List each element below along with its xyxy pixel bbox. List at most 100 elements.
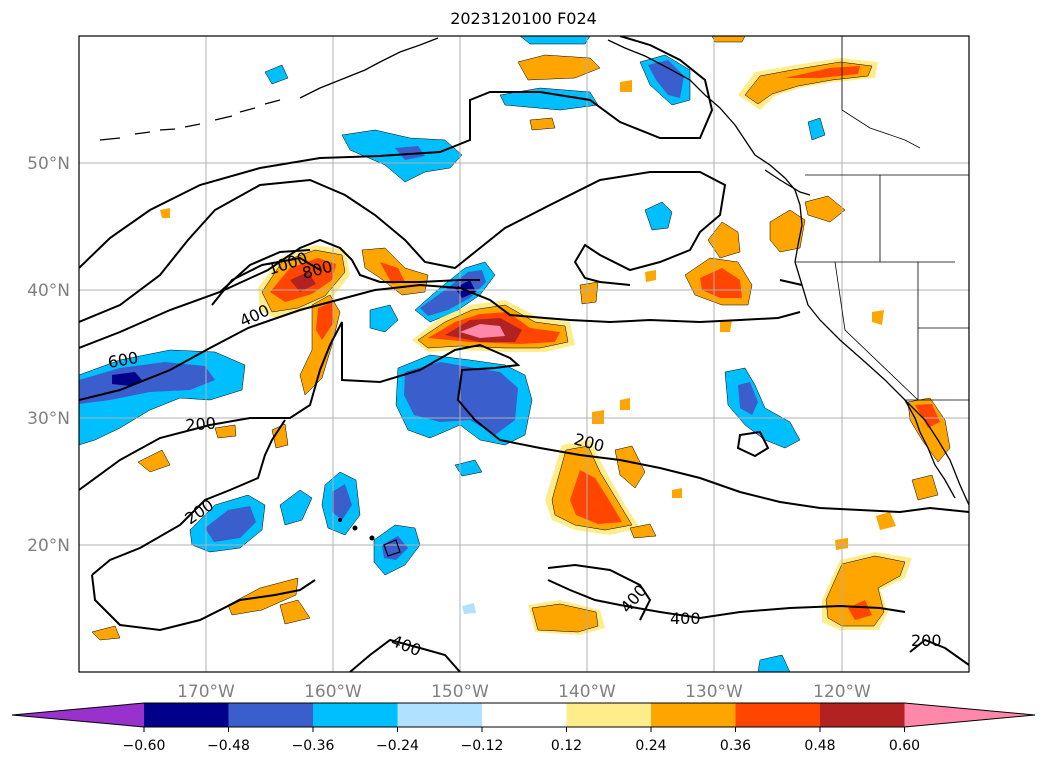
- colorbar-segment: [820, 703, 905, 727]
- lon-label: 130°W: [685, 682, 743, 702]
- height-contours: [79, 36, 969, 672]
- colorbar-tick-label: 0.12: [551, 738, 582, 754]
- negative-anomaly-region: [279, 489, 313, 526]
- positive-anomaly-region: [160, 208, 170, 218]
- negative-anomaly-region: [462, 603, 476, 614]
- positive-anomaly-region: [720, 320, 732, 332]
- positive-anomaly-region: [290, 272, 316, 292]
- positive-anomaly-region: [848, 600, 872, 620]
- lon-label: 140°W: [558, 682, 616, 702]
- negative-anomaly-region: [807, 117, 826, 141]
- negative-anomaly-region: [738, 382, 758, 415]
- contour-line: [79, 283, 801, 401]
- aleutian-islands: [99, 99, 281, 141]
- positive-anomaly-region: [316, 302, 334, 340]
- positive-anomaly-region: [91, 625, 121, 641]
- positive-anomaly-region: [804, 195, 846, 223]
- lat-label: 20°N: [27, 536, 70, 556]
- positive-anomaly-region: [711, 36, 746, 43]
- positive-anomaly-region: [279, 599, 311, 625]
- contour-line: [349, 638, 461, 672]
- alaska-peninsula-coastline: [299, 37, 439, 99]
- negative-anomaly-region: [79, 362, 215, 404]
- colorbar-tick-label: 0.36: [720, 738, 751, 754]
- contour-line: [219, 249, 311, 293]
- contour-line: [91, 419, 286, 576]
- negative-anomaly-region: [205, 506, 256, 542]
- positive-anomaly-region: [460, 324, 505, 338]
- colorbar-tick-label: −0.36: [292, 738, 335, 754]
- colorbar-segment: [566, 703, 651, 727]
- contour-line: [736, 430, 770, 458]
- positive-anomaly-region: [911, 474, 939, 501]
- positive-anomaly-region: [645, 270, 656, 282]
- negative-anomaly-region: [644, 201, 673, 231]
- positive-anomaly-region: [672, 488, 682, 498]
- hawaiian-islands: [338, 518, 401, 557]
- colorbar-tick-label: −0.24: [376, 738, 419, 754]
- positive-anomaly-region: [872, 310, 884, 325]
- colorbar-segment: [397, 703, 482, 727]
- state-borders: [795, 175, 969, 401]
- map-title: 2023120100 F024: [450, 9, 597, 28]
- colorbar-tick-label: 0.24: [635, 738, 666, 754]
- contour-line: [547, 563, 652, 621]
- colorbar-segment: [482, 703, 567, 727]
- positive-anomaly-region: [570, 470, 622, 524]
- contour-line: [909, 638, 969, 666]
- negative-anomaly-region: [369, 304, 399, 333]
- positive-anomaly-region: [769, 209, 806, 253]
- negative-anomaly-region: [112, 372, 142, 386]
- positive-anomaly-region: [876, 512, 896, 530]
- lat-label: 30°N: [27, 409, 70, 429]
- contour-line: [79, 238, 480, 349]
- contour-line: [547, 579, 906, 620]
- contour-line: [779, 279, 803, 286]
- map-frame: [78, 35, 970, 673]
- map-gridlines: [79, 36, 969, 672]
- colorbar-tick-label: −0.60: [123, 738, 166, 754]
- positive-anomaly-region: [380, 262, 405, 284]
- negative-anomaly-region: [404, 362, 518, 435]
- negative-anomaly-region: [332, 484, 352, 520]
- north-america-coastline: [607, 39, 969, 506]
- positive-anomaly-region: [214, 424, 237, 439]
- positive-anomaly-region: [620, 80, 632, 92]
- map-background: [79, 36, 969, 672]
- lon-label: 150°W: [431, 682, 489, 702]
- coastlines: [99, 37, 969, 506]
- contour-label: 200: [911, 631, 942, 650]
- positive-anomaly-region: [137, 449, 171, 473]
- positive-anomaly-region: [707, 221, 741, 259]
- latitude-labels: 50°N 40°N 30°N 20°N: [27, 154, 70, 556]
- baja-california-coastline: [904, 399, 956, 499]
- contour-line: [91, 574, 316, 632]
- political-borders: [795, 36, 969, 401]
- colorbar-tick-label: 0.60: [889, 738, 920, 754]
- bc-alaska-border: [841, 36, 921, 149]
- colorbar-tick-label: −0.48: [207, 738, 250, 754]
- colorbar-segment: [144, 703, 229, 727]
- colorbar-segment: [735, 703, 820, 727]
- colorbar-tick-label: −0.12: [461, 738, 504, 754]
- colorbar-segment: [313, 703, 398, 727]
- vancouver-island: [764, 169, 811, 196]
- contour-line: [79, 36, 714, 269]
- positive-anomaly-region: [517, 54, 601, 81]
- contour-line: [79, 171, 727, 323]
- contour-label: 200: [185, 413, 217, 435]
- colorbar-extend-high: [904, 703, 1035, 727]
- lon-label: 120°W: [813, 682, 871, 702]
- positive-anomaly-region: [915, 404, 940, 428]
- colorbar-extend-low: [12, 703, 144, 727]
- negative-anomaly-region: [757, 654, 791, 672]
- positive-anomaly-region: [629, 523, 657, 539]
- positive-anomaly-region: [614, 445, 646, 489]
- positive-anomaly-region: [529, 117, 556, 131]
- negative-anomaly-region: [519, 36, 591, 45]
- colorbar-segment: [651, 703, 736, 727]
- negative-anomaly-region: [382, 536, 408, 560]
- positive-anomaly-region: [620, 398, 630, 410]
- contour-label: 400: [670, 609, 701, 628]
